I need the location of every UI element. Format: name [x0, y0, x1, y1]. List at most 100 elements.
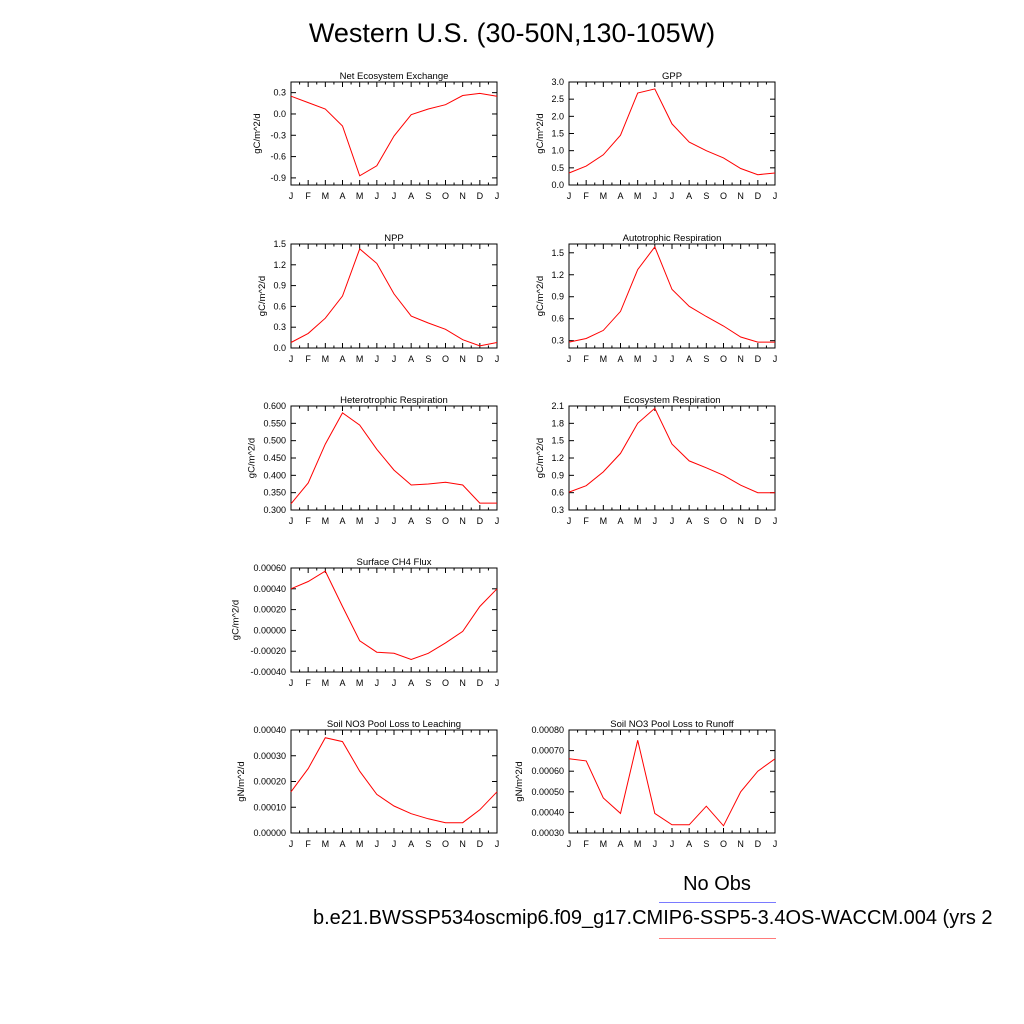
x-tick-label: N: [737, 354, 744, 364]
panel-title: Soil NO3 Pool Loss to Runoff: [610, 719, 734, 730]
y-tick-label: 0.500: [263, 436, 286, 446]
x-tick-label: M: [600, 516, 608, 526]
y-tick-label: 0.450: [263, 453, 286, 463]
y-tick-label: 0.00080: [531, 725, 564, 735]
y-tick-label: 2.1: [551, 401, 564, 411]
x-tick-label: J: [289, 516, 294, 526]
y-tick-label: 0.350: [263, 488, 286, 498]
x-tick-label: O: [720, 191, 727, 201]
x-tick-label: S: [425, 678, 431, 688]
x-tick-label: M: [322, 678, 330, 688]
x-tick-label: F: [583, 354, 589, 364]
y-tick-label: 0.00070: [531, 746, 564, 756]
y-tick-label: 0.0: [273, 343, 286, 353]
x-tick-label: J: [495, 191, 500, 201]
y-tick-label: 0.0: [551, 180, 564, 190]
y-tick-label: 0.9: [273, 281, 286, 291]
y-tick-label: 0.00000: [253, 828, 286, 838]
y-tick-label: 0.00020: [253, 777, 286, 787]
x-tick-label: M: [356, 354, 364, 364]
x-tick-label: N: [737, 191, 744, 201]
y-tick-label: -0.00020: [250, 646, 286, 656]
y-axis-label: gN/m^2/d: [236, 761, 247, 801]
x-tick-label: D: [755, 839, 762, 849]
y-tick-label: 0.00000: [253, 625, 286, 635]
y-axis-label: gC/m^2/d: [257, 276, 268, 316]
y-tick-label: 0.00020: [253, 605, 286, 615]
x-tick-label: M: [356, 191, 364, 201]
series-line: [290, 737, 498, 824]
x-tick-label: D: [477, 678, 484, 688]
y-axis-label: gC/m^2/d: [535, 276, 546, 316]
series-line: [568, 740, 776, 827]
y-axis-label: gC/m^2/d: [231, 600, 242, 640]
y-tick-label: 1.5: [273, 239, 286, 249]
x-tick-label: M: [634, 191, 642, 201]
y-tick-label: 0.5: [551, 163, 564, 173]
x-tick-label: S: [703, 516, 709, 526]
x-tick-label: J: [495, 354, 500, 364]
x-tick-label: O: [442, 354, 449, 364]
x-tick-label: J: [653, 354, 658, 364]
x-tick-label: M: [600, 191, 608, 201]
y-tick-label: 0.9: [551, 292, 564, 302]
y-tick-label: 2.5: [551, 94, 564, 104]
x-tick-label: J: [670, 839, 675, 849]
x-tick-label: D: [477, 354, 484, 364]
x-tick-label: D: [477, 191, 484, 201]
x-tick-label: A: [617, 191, 623, 201]
x-tick-label: F: [583, 516, 589, 526]
legend-obs-line: [659, 902, 776, 903]
x-tick-label: J: [653, 516, 658, 526]
x-tick-label: J: [392, 354, 397, 364]
x-tick-label: F: [583, 839, 589, 849]
x-tick-label: M: [356, 678, 364, 688]
plot-frame: [290, 243, 498, 349]
plot-frame: [290, 405, 498, 511]
x-tick-label: O: [442, 678, 449, 688]
x-tick-label: A: [408, 354, 414, 364]
x-tick-label: O: [442, 191, 449, 201]
x-tick-label: M: [322, 191, 330, 201]
x-tick-label: J: [289, 839, 294, 849]
x-tick-label: A: [686, 839, 692, 849]
y-tick-label: 0.3: [551, 505, 564, 515]
series-line: [290, 570, 498, 661]
y-tick-label: -0.9: [270, 173, 286, 183]
x-tick-label: F: [305, 354, 311, 364]
series-line: [568, 88, 776, 176]
y-tick-label: 2.0: [551, 111, 564, 121]
y-tick-label: 0.300: [263, 505, 286, 515]
x-tick-label: M: [356, 516, 364, 526]
x-tick-label: S: [425, 354, 431, 364]
chart-panel: J F M A M J J A S O N D J1.51.20.90.60.30.0NPPgC/m^2…: [257, 233, 499, 364]
y-tick-label: 0.00010: [253, 802, 286, 812]
chart-panel: J F M A M J J A S O N D J0.000800.000700.000600.0005…: [514, 719, 777, 849]
x-tick-label: A: [686, 516, 692, 526]
x-tick-label: D: [755, 354, 762, 364]
y-tick-label: 0.600: [263, 401, 286, 411]
x-tick-label: M: [634, 354, 642, 364]
x-tick-label: M: [600, 354, 608, 364]
x-tick-label: A: [339, 516, 345, 526]
x-tick-label: J: [567, 839, 572, 849]
plot-frame: [290, 567, 498, 673]
y-tick-label: 0.400: [263, 470, 286, 480]
y-tick-label: 0.550: [263, 418, 286, 428]
y-tick-label: 1.2: [273, 260, 286, 270]
x-tick-label: A: [686, 354, 692, 364]
x-tick-label: J: [375, 839, 380, 849]
x-tick-label: O: [442, 516, 449, 526]
y-tick-label: 0.3: [273, 322, 286, 332]
y-tick-label: 1.8: [551, 418, 564, 428]
y-axis-label: gC/m^2/d: [535, 438, 546, 478]
x-tick-label: J: [495, 516, 500, 526]
x-tick-label: M: [322, 839, 330, 849]
y-tick-label: -0.00040: [250, 667, 286, 677]
x-tick-label: A: [408, 839, 414, 849]
y-tick-label: 0.6: [551, 488, 564, 498]
x-tick-label: J: [392, 191, 397, 201]
page-title: Western U.S. (30-50N,130-105W): [308, 18, 716, 48]
y-tick-label: 0.00040: [531, 807, 564, 817]
